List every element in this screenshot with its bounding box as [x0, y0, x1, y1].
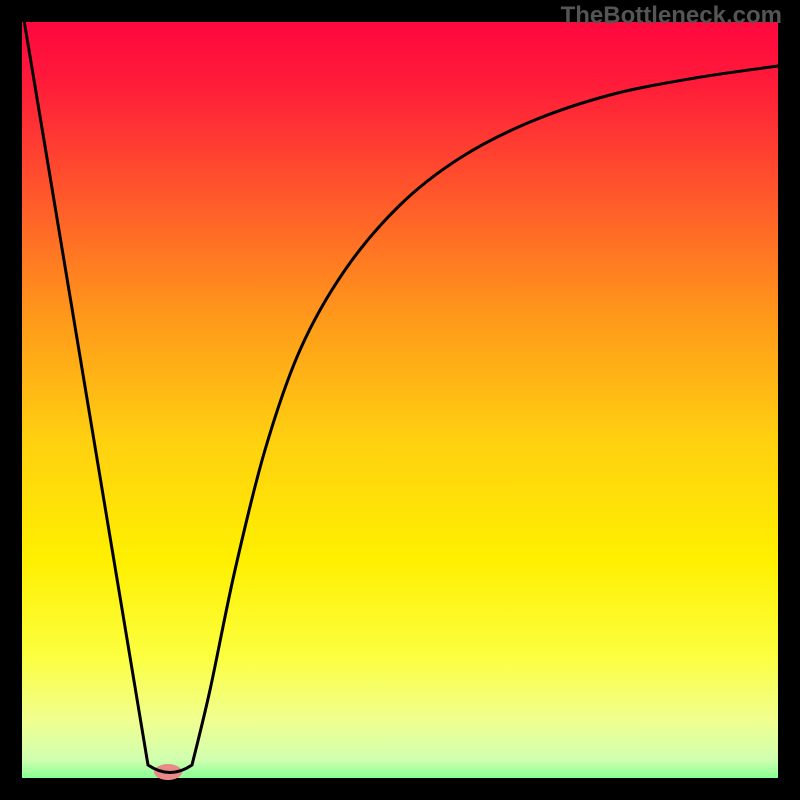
bottleneck-chart: TheBottleneck.com [0, 0, 800, 800]
watermark-text: TheBottleneck.com [561, 2, 782, 30]
bottleneck-curve [22, 8, 778, 773]
bottleneck-curve-layer [0, 0, 800, 800]
